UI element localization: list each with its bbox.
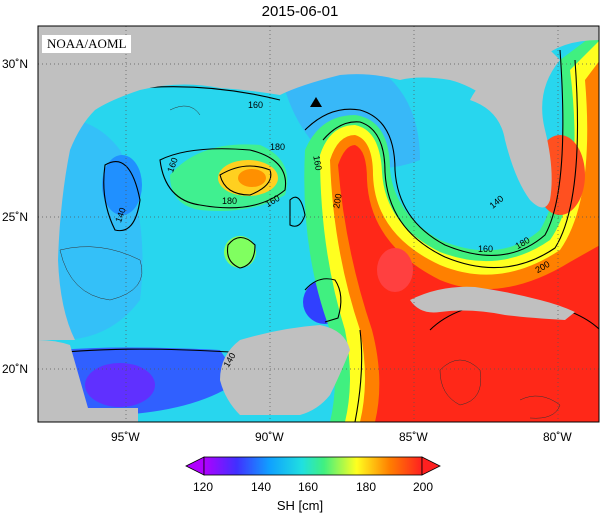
us-gulf-coast-land bbox=[38, 26, 599, 340]
loop-warm-core bbox=[377, 248, 413, 292]
lat-label-25n: 25˚N bbox=[2, 210, 29, 224]
lon-label-85w: 85˚W bbox=[399, 430, 428, 444]
colorbar-unit-label: SH [cm] bbox=[276, 498, 324, 513]
contour-lines bbox=[39, 49, 599, 422]
colorbar-low-arrow bbox=[185, 456, 205, 476]
colorbar-tick-120: 120 bbox=[193, 480, 214, 494]
campeche-core bbox=[85, 363, 155, 407]
florida-land bbox=[470, 40, 560, 208]
colorbar bbox=[185, 456, 441, 476]
loop-current-core bbox=[338, 145, 599, 422]
yucatan-land bbox=[220, 325, 350, 415]
lon-label-80w: 80˚W bbox=[543, 430, 572, 444]
colorbar-tick-160: 160 bbox=[298, 480, 319, 494]
thin-contours bbox=[59, 105, 561, 419]
west-cold-eddy bbox=[102, 155, 142, 215]
mexico-land bbox=[38, 340, 90, 422]
colorbar-tick-200: 200 bbox=[413, 480, 434, 494]
map-frame bbox=[37, 25, 600, 423]
lat-label-30n: 30˚N bbox=[2, 57, 29, 71]
contour-label: 160 bbox=[478, 244, 494, 254]
central-eddy-hot bbox=[238, 169, 266, 187]
data-credit: NOAA/AOML bbox=[42, 35, 132, 53]
contour-label: 180 bbox=[270, 142, 286, 152]
mexico-south-land bbox=[38, 408, 138, 422]
colorbar-tick-140: 140 bbox=[251, 480, 272, 494]
graticule bbox=[38, 26, 599, 422]
contour-label: 160 bbox=[248, 100, 264, 110]
station-triangle-marker bbox=[310, 97, 322, 107]
lat-label-20n: 20˚N bbox=[2, 362, 29, 376]
small-eddy bbox=[224, 236, 256, 268]
cuba-land bbox=[410, 286, 575, 320]
map-title: 2015-06-01 bbox=[261, 3, 339, 20]
lon-label-95w: 95˚W bbox=[111, 430, 140, 444]
colorbar-ramp bbox=[203, 456, 423, 476]
contour-label: 180 bbox=[222, 196, 238, 206]
lon-label-90w: 90˚W bbox=[255, 430, 284, 444]
colorbar-high-arrow bbox=[421, 456, 441, 476]
colorbar-tick-180: 180 bbox=[356, 480, 377, 494]
